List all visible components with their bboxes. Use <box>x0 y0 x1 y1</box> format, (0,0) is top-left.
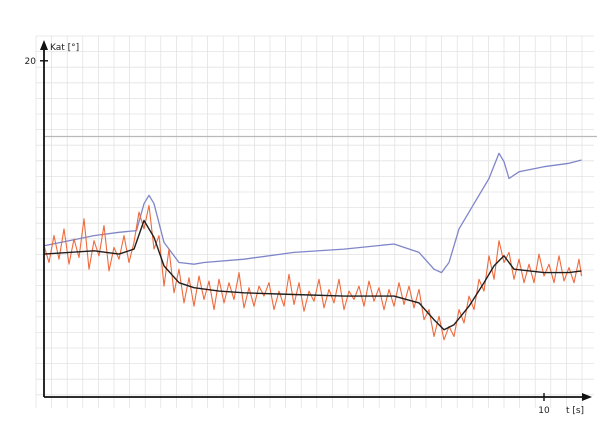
axes: 20 10 Kat [°] t [s] <box>25 40 592 416</box>
x-axis-arrowhead <box>582 393 592 401</box>
y-tick-label-20: 20 <box>25 57 37 67</box>
x-axis-label: t [s] <box>566 406 584 416</box>
series-line-black <box>43 219 582 331</box>
y-axis-arrowhead <box>40 40 48 50</box>
series-group <box>43 152 583 341</box>
series-line-blue <box>43 152 582 274</box>
x-tick-label-10: 10 <box>538 406 550 416</box>
grid <box>35 35 594 408</box>
series-line-red <box>43 204 583 341</box>
y-axis-label: Kat [°] <box>50 43 79 53</box>
